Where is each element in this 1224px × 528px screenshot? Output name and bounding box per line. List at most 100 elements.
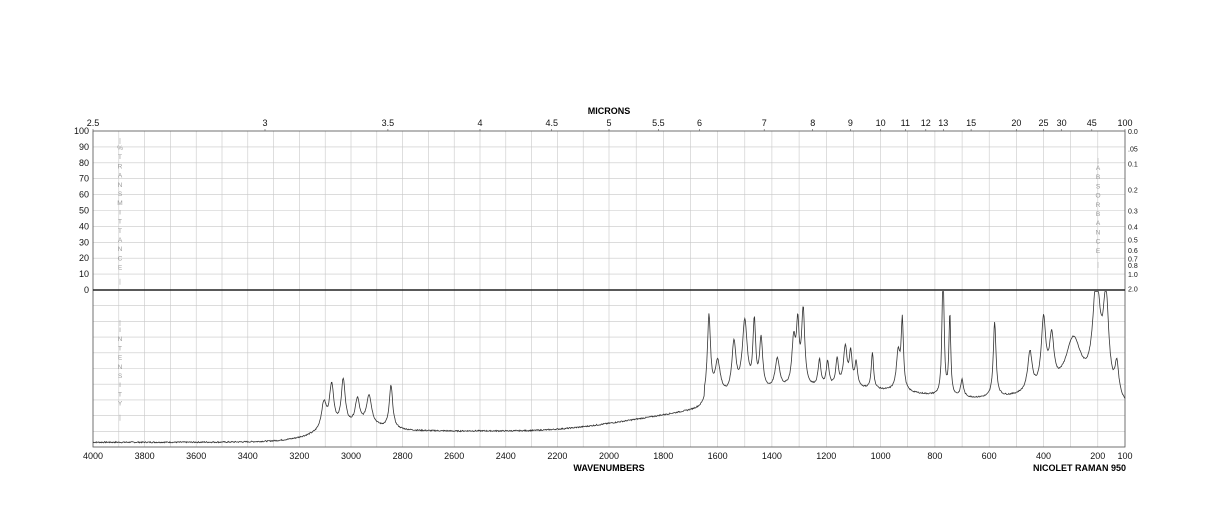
transmittance-label-letter: I [119,209,121,216]
intensity-label-letter: N [118,336,123,343]
transmittance-tick-label: 10 [79,269,89,279]
micron-tick-label: 3 [262,118,267,128]
chart-grid [92,130,1126,448]
wavenumber-tick-label: 3800 [135,451,155,461]
transmittance-tick-label: 30 [79,237,89,247]
absorbance-tick-label: 0.8 [1128,263,1138,270]
bottom-axis-title: WAVENUMBERS [573,463,644,473]
absorbance-label-letter: C [1096,239,1101,246]
intensity-label-letter: T [118,391,122,398]
micron-tick-label: 20 [1011,118,1021,128]
absorbance-tick-label: 0.2 [1128,188,1138,195]
transmittance-label-letter: A [118,237,123,244]
wavenumber-tick-label: 400 [1036,451,1051,461]
micron-tick-label: 4.5 [545,118,558,128]
micron-tick-label: 10 [876,118,886,128]
micron-tick-label: 5 [606,118,611,128]
transmittance-label-letter: C [118,255,123,262]
absorbance-label-letter: B [1096,174,1100,181]
wavenumber-tick-label: 200 [1090,451,1105,461]
micron-tick-label: 2.5 [87,118,100,128]
micron-tick-label: 25 [1038,118,1048,128]
transmittance-label-letter: S [118,191,123,198]
absorbance-tick-label: 0.6 [1128,248,1138,255]
micron-tick-label: 11 [901,118,910,128]
wavenumber-tick-label: 3400 [238,451,258,461]
spectrum-line [92,291,1126,444]
transmittance-label-letter: N [118,246,123,253]
transmittance-tick-label: 70 [79,174,89,184]
absorbance-label-letter: R [1096,202,1101,209]
transmittance-label-letter: M [117,200,122,207]
absorbance-label-letter: O [1095,193,1100,200]
absorbance-label-letter: S [1096,183,1101,190]
micron-tick-label: 4 [477,118,482,128]
absorbance-label-letter: N [1096,229,1101,236]
micron-tick-label: 5.5 [652,118,665,128]
wavenumber-tick-label: 1200 [816,451,836,461]
micron-tick-label: 12 [921,118,931,128]
intensity-label-letter: Y [118,401,123,408]
transmittance-label-letter: E [118,265,123,272]
transmittance-tick-label: 20 [79,253,89,263]
wavenumber-tick-label: 1800 [653,451,673,461]
wavenumber-tick-label: 2000 [599,451,619,461]
absorbance-tick-label: 0.4 [1128,225,1138,232]
transmittance-label-letter: T [118,228,122,235]
micron-tick-label: 100 [1117,118,1132,128]
absorbance-tick-label: .05 [1128,146,1138,153]
absorbance-tick-label: 0.7 [1128,256,1138,263]
absorbance-tick-label: 0.3 [1128,208,1138,215]
micron-tick-label: 7 [762,118,767,128]
wavenumber-tick-label: 1600 [708,451,728,461]
micron-tick-label: 3.5 [382,118,395,128]
wavenumber-tick-label: 3200 [289,451,309,461]
wavenumber-tick-label: 600 [982,451,997,461]
wavenumber-tick-label: 2800 [393,451,413,461]
absorbance-label-letter: B [1096,211,1100,218]
wavenumber-tick-label: 2600 [444,451,464,461]
wavenumber-tick-label: 1000 [871,451,891,461]
intensity-label-letter: I [119,382,121,389]
wavenumber-tick-label: 3000 [341,451,361,461]
wavenumber-tick-label: 2400 [496,451,516,461]
chart-axes [92,129,1126,448]
intensity-label-letter: E [118,355,123,362]
transmittance-tick-label: 80 [79,158,89,168]
transmittance-tick-label: 0 [84,285,89,295]
intensity-label-letter: T [118,345,122,352]
chart-labels: 4000 3800 3600 3400 3200 3000 2800 2600 2400 2200… [74,118,1138,461]
absorbance-label-letter: A [1096,165,1101,172]
wavenumber-tick-label: 100 [1117,451,1132,461]
absorbance-label-letter: E [1096,248,1101,255]
micron-tick-label: 9 [848,118,853,128]
transmittance-tick-label: 90 [79,142,89,152]
transmittance-label-letter: % [117,145,123,152]
transmittance-tick-label: 40 [79,221,89,231]
micron-tick-label: 13 [938,118,948,128]
wavenumber-tick-label: 1400 [762,451,782,461]
instrument-label: NICOLET RAMAN 950 [1033,463,1126,473]
absorbance-label-letter: A [1096,220,1101,227]
micron-tick-label: 6 [697,118,702,128]
intensity-label-letter: N [118,364,123,371]
micron-tick-label: 45 [1087,118,1097,128]
intensity-label-letter: I [119,327,121,334]
intensity-label-letter: S [118,373,123,380]
wavenumber-tick-label: 800 [927,451,942,461]
wavenumber-tick-label: 4000 [83,451,103,461]
absorbance-tick-label: 0.0 [1128,129,1138,136]
transmittance-tick-label: 100 [74,126,89,136]
micron-tick-label: 8 [810,118,815,128]
wavenumber-tick-label: 3600 [186,451,206,461]
transmittance-label-letter: A [118,173,123,180]
absorbance-tick-label: 0.5 [1128,238,1138,245]
absorbance-tick-label: 0.1 [1128,162,1138,169]
wavenumber-tick-label: 2200 [547,451,567,461]
micron-tick-label: 15 [966,118,976,128]
transmittance-label-letter: N [118,182,123,189]
transmittance-tick-label: 50 [79,206,89,216]
absorbance-tick-label: 2.0 [1128,286,1138,293]
transmittance-label-letter: T [118,219,122,226]
